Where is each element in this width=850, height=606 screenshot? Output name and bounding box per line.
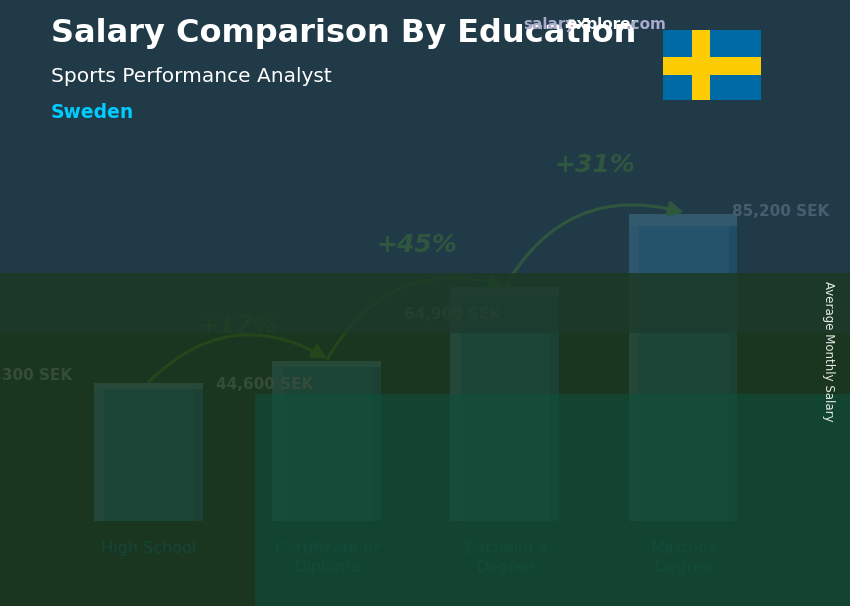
Text: Salary Comparison By Education: Salary Comparison By Education <box>51 18 637 49</box>
Bar <box>272 361 381 367</box>
Text: 85,200 SEK: 85,200 SEK <box>732 204 830 219</box>
Bar <box>692 30 710 100</box>
Text: Sports Performance Analyst: Sports Performance Analyst <box>51 67 332 85</box>
Bar <box>629 215 738 226</box>
Bar <box>663 57 761 75</box>
Text: salary: salary <box>523 17 575 32</box>
Bar <box>194 388 202 521</box>
Bar <box>94 388 105 521</box>
Text: Average Monthly Salary: Average Monthly Salary <box>822 281 836 422</box>
Text: .com: .com <box>626 17 666 32</box>
Bar <box>0 273 850 606</box>
Bar <box>105 388 194 521</box>
Bar <box>283 367 372 521</box>
Bar <box>255 394 850 606</box>
Text: 64,900 SEK: 64,900 SEK <box>404 307 501 322</box>
Text: Sweden: Sweden <box>51 103 134 122</box>
Bar <box>450 287 559 296</box>
Bar <box>639 226 728 521</box>
Text: +45%: +45% <box>376 233 457 258</box>
Bar <box>550 296 559 521</box>
Bar <box>461 296 550 521</box>
Bar <box>272 367 283 521</box>
Bar <box>728 226 738 521</box>
Bar <box>94 383 202 388</box>
Bar <box>450 296 461 521</box>
Text: explorer: explorer <box>566 17 638 32</box>
Text: 38,300 SEK: 38,300 SEK <box>0 368 72 384</box>
Text: +31%: +31% <box>554 153 635 176</box>
Bar <box>372 367 381 521</box>
Text: 44,600 SEK: 44,600 SEK <box>217 377 314 392</box>
Text: +17%: +17% <box>198 315 279 338</box>
Bar <box>629 226 639 521</box>
Bar <box>0 0 850 333</box>
